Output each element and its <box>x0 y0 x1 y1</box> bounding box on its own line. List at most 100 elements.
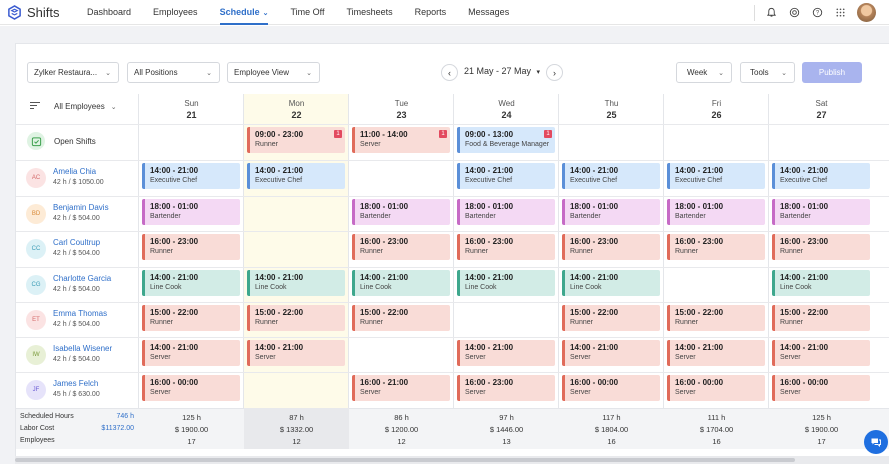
nav-item-messages[interactable]: Messages <box>468 0 509 25</box>
shift-card[interactable]: 16:00 - 23:00 Runner <box>142 234 240 260</box>
shift-card[interactable]: 14:00 - 21:00 Line Cook <box>352 270 450 296</box>
employee-name-link[interactable]: Isabella Wisener <box>53 344 113 353</box>
bell-icon[interactable] <box>765 7 777 19</box>
shift-time: 15:00 - 22:00 <box>780 308 829 317</box>
employee-name-link[interactable]: Emma Thomas <box>53 309 108 318</box>
shift-card[interactable]: 14:00 - 21:00 Server <box>247 340 345 366</box>
chat-icon[interactable] <box>864 430 888 454</box>
tools-select[interactable]: Tools ⌄ <box>740 62 795 83</box>
shifts-logo-icon <box>8 4 21 20</box>
shift-card[interactable]: 16:00 - 00:00 Server <box>142 375 240 401</box>
day-header-wed[interactable]: Wed 24 <box>454 94 559 124</box>
shift-card[interactable]: 16:00 - 23:00 Runner <box>667 234 765 260</box>
shift-card[interactable]: 15:00 - 22:00 Runner <box>247 305 345 331</box>
shift-card[interactable]: 16:00 - 00:00 Server <box>562 375 660 401</box>
nav-item-dashboard[interactable]: Dashboard <box>87 0 131 25</box>
view-select-value: Employee View <box>234 68 289 77</box>
day-header-thu[interactable]: Thu 25 <box>559 94 664 124</box>
shift-card[interactable]: 16:00 - 00:00 Server <box>772 375 870 401</box>
horizontal-scrollbar[interactable] <box>15 456 889 464</box>
view-select[interactable]: Employee View ⌄ <box>227 62 320 83</box>
period-select[interactable]: Week ⌄ <box>676 62 732 83</box>
shift-card[interactable]: 14:00 - 21:00 Line Cook <box>457 270 555 296</box>
shift-card[interactable]: 14:00 - 21:00 Line Cook <box>772 270 870 296</box>
shift-position: Executive Chef <box>780 177 828 184</box>
tools-select-value: Tools <box>750 68 769 77</box>
shift-card[interactable]: 14:00 - 21:00 Executive Chef <box>247 163 345 189</box>
shift-card[interactable]: 18:00 - 01:00 Bartender <box>562 199 660 225</box>
shift-card[interactable]: 14:00 - 21:00 Executive Chef <box>562 163 660 189</box>
shift-card[interactable]: 14:00 - 21:00 Server <box>667 340 765 366</box>
shift-card[interactable]: 16:00 - 23:00 Runner <box>562 234 660 260</box>
open-shift-card[interactable]: 11:00 - 14:00 Server 1 <box>352 127 450 153</box>
shift-card[interactable]: 16:00 - 00:00 Server <box>667 375 765 401</box>
shift-card[interactable]: 15:00 - 22:00 Runner <box>667 305 765 331</box>
location-select[interactable]: Zylker Restaura... ⌄ <box>27 62 119 83</box>
scrollbar-thumb[interactable] <box>15 458 795 462</box>
prev-week-button[interactable]: ‹ <box>441 64 458 81</box>
shift-card[interactable]: 14:00 - 21:00 Server <box>457 340 555 366</box>
shift-card[interactable]: 16:00 - 23:00 Runner <box>457 234 555 260</box>
employee-name-link[interactable]: Carl Coultrup <box>53 238 101 247</box>
shift-card[interactable]: 14:00 - 21:00 Executive Chef <box>457 163 555 189</box>
employee-name-link[interactable]: James Felch <box>53 379 99 388</box>
shift-card[interactable]: 16:00 - 23:00 Runner <box>772 234 870 260</box>
employee-filter[interactable]: All Employees ⌄ <box>30 102 117 111</box>
day-summary-hours: 97 h <box>499 413 514 422</box>
help-icon[interactable]: ? <box>811 7 823 19</box>
shift-card[interactable]: 14:00 - 21:00 Executive Chef <box>772 163 870 189</box>
shift-card[interactable]: 18:00 - 01:00 Bartender <box>352 199 450 225</box>
app-logo[interactable]: Shifts <box>7 5 87 20</box>
shift-card[interactable]: 16:00 - 23:00 Server <box>457 375 555 401</box>
shift-card[interactable]: 14:00 - 21:00 Executive Chef <box>142 163 240 189</box>
shift-position: Bartender <box>570 213 601 220</box>
nav-item-employees[interactable]: Employees <box>153 0 198 25</box>
shift-card[interactable]: 14:00 - 21:00 Line Cook <box>142 270 240 296</box>
shift-card[interactable]: 15:00 - 22:00 Runner <box>772 305 870 331</box>
shift-card[interactable]: 15:00 - 22:00 Runner <box>352 305 450 331</box>
shift-time: 14:00 - 21:00 <box>255 273 304 282</box>
day-name: Fri <box>711 99 722 108</box>
user-avatar[interactable] <box>857 3 876 22</box>
nav-item-label: Messages <box>468 6 510 17</box>
shift-card[interactable]: 18:00 - 01:00 Bartender <box>667 199 765 225</box>
shift-card[interactable]: 14:00 - 21:00 Line Cook <box>247 270 345 296</box>
positions-select[interactable]: All Positions ⌄ <box>127 62 220 83</box>
day-header-fri[interactable]: Fri 26 <box>664 94 769 124</box>
next-week-button[interactable]: › <box>546 64 563 81</box>
employee-name-link[interactable]: Charlotte Garcia <box>53 274 112 283</box>
shift-card[interactable]: 14:00 - 21:00 Executive Chef <box>667 163 765 189</box>
nav-item-reports[interactable]: Reports <box>415 0 447 25</box>
employee-name-link[interactable]: Benjamin Davis <box>53 203 109 212</box>
shift-position: Line Cook <box>360 284 392 291</box>
publish-button[interactable]: Publish <box>802 62 862 83</box>
shift-card[interactable]: 14:00 - 21:00 Server <box>142 340 240 366</box>
timer-icon[interactable] <box>788 7 800 19</box>
shift-card[interactable]: 18:00 - 01:00 Bartender <box>142 199 240 225</box>
shift-card[interactable]: 14:00 - 21:00 Server <box>562 340 660 366</box>
day-name: Mon <box>288 99 305 108</box>
shift-position: Bartender <box>465 213 496 220</box>
shift-card[interactable]: 14:00 - 21:00 Server <box>772 340 870 366</box>
open-shift-card[interactable]: 09:00 - 13:00 Food & Beverage Manager 1 <box>457 127 555 153</box>
shift-card[interactable]: 14:00 - 21:00 Line Cook <box>562 270 660 296</box>
shift-card[interactable]: 16:00 - 21:00 Server <box>352 375 450 401</box>
date-range-picker[interactable]: 21 May - 27 May ▾ <box>464 66 540 76</box>
shift-card[interactable]: 16:00 - 23:00 Runner <box>352 234 450 260</box>
shift-card[interactable]: 18:00 - 01:00 Bartender <box>772 199 870 225</box>
nav-item-schedule[interactable]: Schedule ⌄ <box>219 0 268 25</box>
day-header-sat[interactable]: Sat 27 <box>769 94 874 124</box>
day-header-tue[interactable]: Tue 23 <box>349 94 454 124</box>
apps-grid-icon[interactable] <box>834 7 846 19</box>
shift-card[interactable]: 15:00 - 22:00 Runner <box>562 305 660 331</box>
shift-card[interactable]: 15:00 - 22:00 Runner <box>142 305 240 331</box>
nav-item-timesheets[interactable]: Timesheets <box>346 0 392 25</box>
nav-item-time-off[interactable]: Time Off <box>290 0 324 25</box>
open-shift-card[interactable]: 09:00 - 23:00 Runner 1 <box>247 127 345 153</box>
shift-position: Line Cook <box>255 284 287 291</box>
shift-card[interactable]: 18:00 - 01:00 Bartender <box>457 199 555 225</box>
employee-name-link[interactable]: Amelia Chia <box>53 167 97 176</box>
day-header-mon[interactable]: Mon 22 <box>244 94 349 124</box>
shift-position: Server <box>360 141 381 148</box>
day-header-sun[interactable]: Sun 21 <box>139 94 244 124</box>
